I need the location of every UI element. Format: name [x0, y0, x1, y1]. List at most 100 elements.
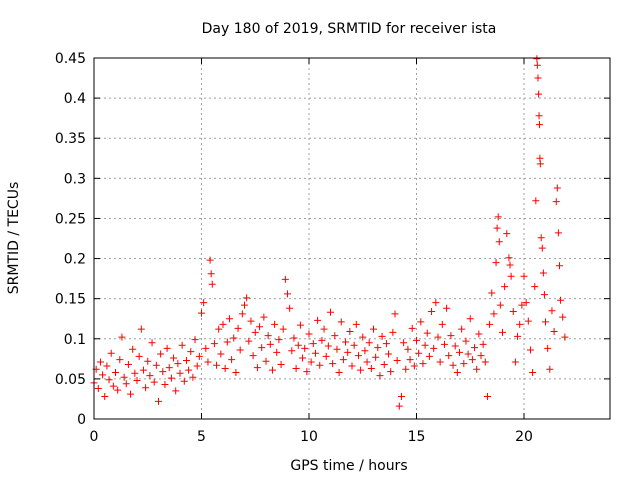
data-point	[215, 325, 223, 333]
data-point	[348, 362, 356, 370]
data-point	[174, 360, 182, 368]
data-point	[228, 356, 236, 364]
data-point	[537, 234, 545, 242]
data-point	[365, 339, 373, 347]
data-point	[238, 310, 246, 318]
data-point	[268, 366, 276, 374]
data-point	[107, 349, 115, 357]
y-tick-label: 0.4	[64, 91, 86, 107]
data-point	[532, 197, 540, 205]
data-point	[419, 360, 427, 368]
data-point	[331, 332, 339, 340]
x-axis-label: GPS time / hours	[290, 458, 407, 474]
y-tick-label: 0.05	[55, 372, 86, 388]
data-point	[499, 328, 506, 336]
plot-frame	[93, 57, 611, 420]
data-point	[531, 283, 539, 291]
data-point	[271, 320, 279, 328]
data-point	[204, 358, 212, 366]
data-point	[124, 360, 132, 368]
data-point	[432, 299, 440, 307]
data-point	[206, 256, 214, 264]
data-point	[382, 340, 390, 348]
data-point	[165, 364, 173, 372]
data-point	[301, 344, 309, 352]
data-point	[447, 332, 455, 340]
data-point	[337, 318, 345, 326]
data-point	[354, 352, 362, 360]
data-point	[251, 328, 259, 336]
data-point	[249, 352, 257, 360]
data-point	[329, 360, 337, 368]
data-point	[402, 365, 410, 373]
data-point	[561, 333, 569, 341]
data-point	[185, 366, 193, 374]
data-point	[518, 301, 526, 309]
data-point	[539, 269, 547, 277]
data-point	[245, 337, 253, 345]
data-point	[223, 338, 231, 346]
data-point	[208, 280, 216, 288]
data-point	[290, 334, 298, 342]
data-point	[393, 356, 401, 364]
y-tick-label: 0.3	[64, 171, 86, 187]
data-point	[503, 230, 511, 238]
data-point	[535, 90, 543, 98]
data-point	[361, 347, 369, 355]
data-point	[221, 364, 229, 372]
data-point	[200, 299, 208, 307]
data-point	[413, 336, 420, 344]
data-point	[536, 160, 544, 168]
data-point	[533, 55, 541, 63]
data-point	[406, 356, 414, 364]
data-point	[423, 329, 431, 337]
data-point	[286, 304, 294, 312]
data-point	[529, 368, 537, 376]
y-tick-label: 0.25	[55, 211, 86, 227]
data-point	[505, 254, 513, 262]
data-point	[507, 272, 515, 280]
data-point	[434, 333, 442, 341]
data-point	[284, 290, 291, 298]
data-point	[210, 340, 218, 348]
y-tick-label: 0.45	[55, 51, 86, 67]
data-point	[96, 358, 104, 366]
data-point	[445, 352, 453, 360]
data-point	[415, 349, 423, 357]
data-point	[324, 342, 332, 350]
data-point	[486, 320, 494, 328]
x-tick-label: 0	[90, 429, 99, 445]
data-point	[524, 317, 532, 325]
data-point	[488, 289, 496, 297]
data-point	[374, 344, 382, 352]
data-point	[550, 328, 558, 336]
data-point	[479, 340, 487, 348]
data-point	[516, 320, 524, 328]
data-point	[438, 320, 446, 328]
data-point	[367, 364, 375, 372]
data-point	[363, 358, 371, 366]
x-tick-label: 15	[408, 429, 426, 445]
data-point	[172, 387, 180, 395]
data-point	[103, 362, 111, 370]
data-point	[555, 262, 563, 270]
data-point	[387, 368, 395, 376]
data-point	[559, 313, 567, 321]
data-point	[264, 332, 272, 340]
data-point	[150, 378, 158, 386]
data-point	[225, 315, 233, 323]
data-point	[417, 318, 425, 326]
data-point	[346, 328, 354, 336]
data-point	[155, 397, 162, 405]
data-point	[380, 360, 388, 368]
data-point	[316, 361, 324, 369]
data-point	[191, 336, 199, 344]
data-point	[546, 365, 554, 373]
y-tick-label: 0.1	[64, 332, 86, 348]
data-point	[159, 368, 167, 376]
data-point	[342, 338, 350, 346]
data-point	[288, 347, 296, 355]
y-tick-label: 0.15	[55, 292, 86, 308]
data-point	[260, 313, 268, 321]
data-point	[273, 348, 281, 356]
